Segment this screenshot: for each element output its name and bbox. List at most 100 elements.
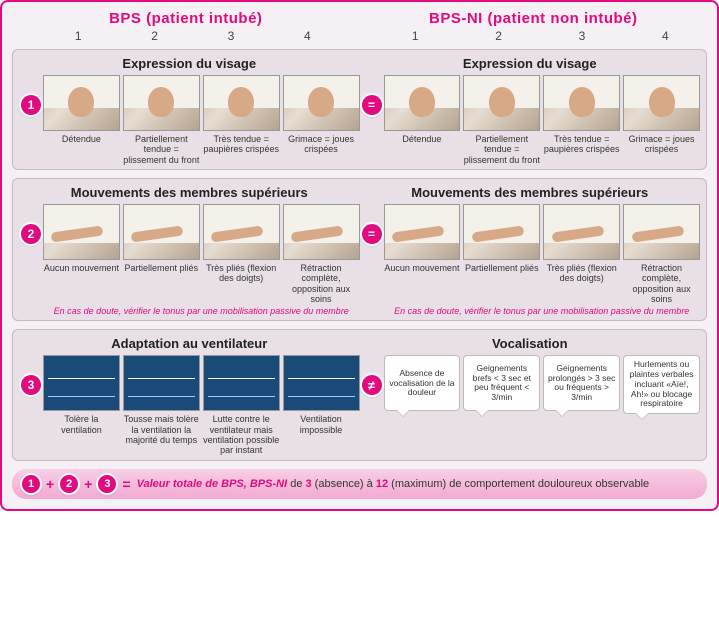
item-label: Aucun mouvement: [384, 263, 459, 293]
thumbnail: [463, 204, 540, 260]
footnote-left: En cas de doute, vérifier le tonus par u…: [43, 306, 360, 316]
scale-item: Détendue: [43, 75, 120, 165]
thumbnail: [43, 204, 120, 260]
vocal-box: Geignements prolongés > 3 sec ou fréquen…: [543, 355, 620, 411]
item-label: Grimace = joues crispées: [623, 134, 700, 164]
total-num-1: 1: [22, 475, 40, 493]
scale-num: 2: [116, 29, 192, 43]
footnote-right: En cas de doute, vérifier le tonus par u…: [384, 306, 701, 316]
item-label: Partiellement pliés: [465, 263, 539, 293]
item-label: Partiellement tendue = plissement du fro…: [463, 134, 540, 165]
thumbnail: [43, 355, 120, 411]
scale-item: Aucun mouvement: [384, 204, 461, 304]
scale-item: Grimace = joues crispées: [623, 75, 700, 165]
vocal-box: Hurlements ou plaintes verbales incluant…: [623, 355, 700, 414]
total-num-2: 2: [60, 475, 78, 493]
vocal-box: Geignements brefs < 3 sec et peu fréquen…: [463, 355, 540, 411]
scale-item: Hurlements ou plaintes verbales incluant…: [623, 355, 700, 414]
thumbnail: [384, 204, 461, 260]
section-title-left: Mouvements des membres supérieurs: [19, 185, 360, 200]
total-bar: 1 + 2 + 3 = Valeur totale de BPS, BPS-NI…: [12, 469, 707, 499]
equal-icon: =: [362, 95, 382, 115]
thumbnail: [283, 75, 360, 131]
section-title-left: Expression du visage: [19, 56, 360, 71]
section-number-badge: 1: [21, 95, 41, 115]
scale-item: Lutte contre le ventilateur mais ventila…: [203, 355, 280, 455]
thumbnail: [123, 355, 200, 411]
thumbnail: [623, 75, 700, 131]
total-num-3: 3: [98, 475, 116, 493]
scale-item: Geignements brefs < 3 sec et peu fréquen…: [463, 355, 540, 414]
section-title-right: Mouvements des membres supérieurs: [360, 185, 701, 200]
thumbnail: [543, 75, 620, 131]
thumbnail: [543, 204, 620, 260]
scale-item: Absence de vocalisation de la douleur: [384, 355, 461, 414]
plus-icon: +: [46, 476, 54, 492]
section-1: Expression du visageExpression du visage…: [12, 49, 707, 170]
scale-item: Détendue: [384, 75, 461, 165]
item-label: Détendue: [402, 134, 441, 164]
scale-item: Partiellement tendue = plissement du fro…: [123, 75, 200, 165]
thumbnail: [203, 75, 280, 131]
section-2: Mouvements des membres supérieursMouveme…: [12, 178, 707, 321]
scale-item: Grimace = joues crispées: [283, 75, 360, 165]
scale-num: 2: [457, 29, 540, 43]
scale-item: Très tendue = paupières crispées: [203, 75, 280, 165]
thumbnail: [623, 204, 700, 260]
scale-item: Très tendue = paupières crispées: [543, 75, 620, 165]
item-label: Très tendue = paupières crispées: [543, 134, 620, 164]
item-label: Très pliés (flexion des doigts): [543, 263, 620, 293]
item-label: Rétraction complète, opposition aux soin…: [283, 263, 360, 304]
scale-num: 1: [40, 29, 116, 43]
scale-item: Très pliés (flexion des doigts): [543, 204, 620, 304]
section-number-badge: 2: [21, 224, 41, 244]
scale-row: 1 2 3 4 1 2 3 4: [12, 29, 707, 43]
item-label: Tousse mais tolère la ventilation la maj…: [123, 414, 200, 445]
item-label: Lutte contre le ventilateur mais ventila…: [203, 414, 280, 455]
scale-left: 1 2 3 4: [40, 29, 346, 43]
section-3: Adaptation au ventilateurVocalisation3To…: [12, 329, 707, 460]
item-label: Rétraction complète, opposition aux soin…: [623, 263, 700, 304]
thumbnail: [203, 204, 280, 260]
scale-num: 4: [269, 29, 345, 43]
scale-item: Partiellement pliés: [123, 204, 200, 304]
equal-icon: =: [362, 224, 382, 244]
not-equal-icon: ≠: [362, 375, 382, 395]
section-title-right: Expression du visage: [360, 56, 701, 71]
scale-item: Tolère la ventilation: [43, 355, 120, 455]
item-label: Tolère la ventilation: [43, 414, 120, 444]
section-title-right: Vocalisation: [360, 336, 701, 351]
header-left: BPS (patient intubé): [12, 10, 360, 27]
scale-num: 1: [374, 29, 457, 43]
vocal-box: Absence de vocalisation de la douleur: [384, 355, 461, 411]
scale-num: 3: [193, 29, 269, 43]
thumbnail: [43, 75, 120, 131]
thumbnail: [123, 75, 200, 131]
scale-num: 3: [540, 29, 623, 43]
scale-right: 1 2 3 4: [374, 29, 708, 43]
item-label: Aucun mouvement: [44, 263, 119, 293]
thumbnail: [463, 75, 540, 131]
scale-item: Rétraction complète, opposition aux soin…: [283, 204, 360, 304]
scale-item: Ventilation impossible: [283, 355, 360, 455]
scale-item: Rétraction complète, opposition aux soin…: [623, 204, 700, 304]
item-label: Grimace = joues crispées: [283, 134, 360, 164]
plus-icon: +: [84, 476, 92, 492]
section-title-left: Adaptation au ventilateur: [19, 336, 360, 351]
thumbnail: [384, 75, 461, 131]
scale-item: Tousse mais tolère la ventilation la maj…: [123, 355, 200, 455]
scale-item: Partiellement pliés: [463, 204, 540, 304]
thumbnail: [283, 355, 360, 411]
thumbnail: [283, 204, 360, 260]
thumbnail: [203, 355, 280, 411]
equals-icon: =: [122, 476, 130, 492]
bps-chart: BPS (patient intubé) BPS-NI (patient non…: [0, 0, 719, 511]
scale-num: 4: [624, 29, 707, 43]
item-label: Détendue: [62, 134, 101, 164]
section-number-badge: 3: [21, 375, 41, 395]
scale-item: Aucun mouvement: [43, 204, 120, 304]
scale-item: Très pliés (flexion des doigts): [203, 204, 280, 304]
item-label: Ventilation impossible: [283, 414, 360, 444]
header-row: BPS (patient intubé) BPS-NI (patient non…: [12, 10, 707, 27]
item-label: Partiellement tendue = plissement du fro…: [123, 134, 200, 165]
